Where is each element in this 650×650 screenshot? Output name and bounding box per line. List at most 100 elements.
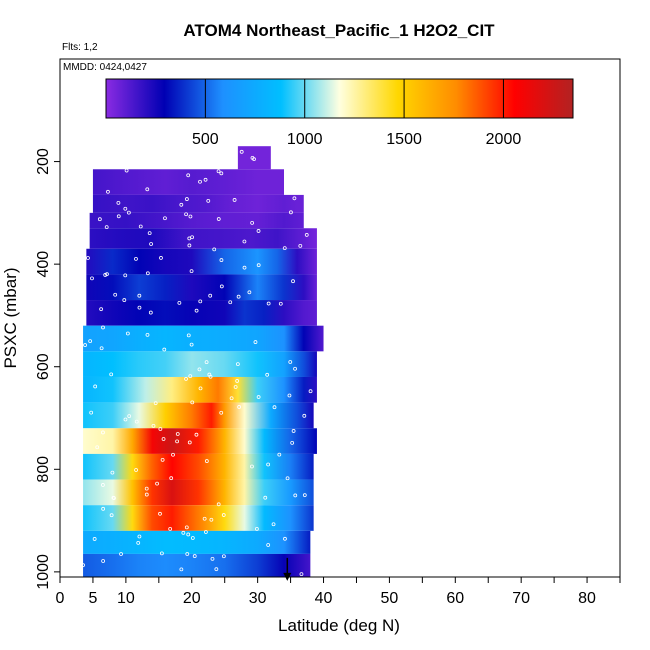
track-point: [101, 559, 106, 563]
heatmap-layer-band: [83, 351, 317, 377]
track-point: [181, 530, 186, 535]
track-point: [202, 516, 207, 521]
flights-label: Flts: 1,2: [62, 42, 98, 53]
heatmap-layer-band: [86, 248, 317, 275]
track-point: [288, 360, 293, 364]
track-point: [145, 187, 150, 192]
dates-label: MMDD: 0424,0427: [63, 62, 147, 73]
track-point: [204, 360, 209, 365]
track-point: [198, 386, 203, 391]
track-point: [277, 452, 282, 457]
track-point: [221, 513, 226, 517]
x-tick-label: 80: [578, 590, 596, 607]
x-tick-label: 70: [512, 590, 530, 607]
track-point: [134, 468, 138, 472]
track-point: [88, 339, 93, 343]
track-point: [105, 272, 109, 277]
track-point: [233, 385, 238, 389]
track-point: [228, 300, 233, 305]
track-point: [188, 374, 193, 379]
track-point: [219, 258, 224, 262]
track-point: [293, 493, 298, 498]
track-point: [298, 243, 303, 248]
track-point: [144, 492, 149, 497]
track-point: [145, 333, 150, 337]
track-point: [171, 452, 175, 457]
track-point: [266, 462, 271, 467]
track-point: [242, 265, 247, 270]
track-point: [147, 231, 152, 236]
track-point: [179, 567, 184, 572]
track-point: [101, 483, 105, 487]
track-point: [242, 239, 247, 244]
y-tick-label: 200: [35, 148, 52, 175]
track-point: [285, 476, 290, 481]
track-point: [113, 292, 118, 297]
track-point: [86, 256, 90, 260]
track-point: [162, 347, 167, 352]
track-point: [216, 217, 221, 221]
track-point: [137, 534, 142, 539]
colorbar-ticks: 500 1000 1500 2000: [192, 79, 521, 148]
track-point: [272, 405, 277, 410]
track-point: [110, 470, 115, 475]
track-point: [250, 155, 255, 160]
colorbar-tick-label: 500: [192, 131, 219, 148]
track-point: [302, 493, 307, 498]
track-point: [266, 301, 271, 306]
track-point: [90, 276, 94, 281]
track-point: [186, 173, 191, 178]
track-point: [89, 410, 94, 415]
track-point: [203, 530, 208, 534]
track-point: [292, 196, 297, 201]
track-point: [123, 206, 128, 211]
track-point: [175, 439, 179, 444]
track-point: [106, 189, 110, 194]
track-point: [145, 271, 150, 276]
y-axis-label: PSXC (mbar): [1, 267, 20, 368]
track-point: [119, 552, 123, 556]
track-point: [194, 432, 199, 437]
track-point: [271, 522, 276, 527]
track-point: [134, 256, 138, 261]
track-point: [126, 210, 131, 215]
x-tick-label: 10: [117, 590, 135, 607]
track-point: [250, 464, 254, 469]
track-point: [236, 294, 241, 299]
x-tick-label: 20: [183, 590, 201, 607]
x-tick-label: 0: [56, 590, 65, 607]
track-point: [101, 506, 106, 511]
track-point: [144, 486, 149, 491]
track-point: [256, 395, 261, 399]
track-point: [99, 307, 104, 312]
track-point: [161, 437, 166, 441]
track-point: [101, 430, 105, 435]
track-point: [158, 427, 163, 431]
track-point: [219, 284, 224, 289]
track-point: [127, 414, 132, 419]
track-point: [293, 366, 297, 371]
colorbar: [105, 78, 574, 119]
track-point: [235, 379, 240, 383]
track-point: [125, 331, 130, 336]
track-point: [153, 401, 158, 406]
y-tick-label: 400: [35, 251, 52, 278]
track-point: [210, 556, 215, 561]
heatmap-layer-band: [86, 274, 317, 301]
track-point: [290, 440, 295, 445]
y-tick-label: 600: [35, 353, 52, 380]
track-point: [239, 149, 244, 154]
track-point: [208, 293, 213, 298]
track-point: [97, 217, 102, 222]
track-point: [184, 197, 189, 201]
track-point: [185, 552, 190, 556]
track-point: [160, 457, 165, 462]
colorbar-tick-label: 1500: [386, 131, 422, 148]
track-point: [111, 495, 116, 500]
track-point: [116, 214, 121, 219]
track-point: [186, 333, 191, 338]
track-point: [189, 342, 194, 347]
track-point: [184, 377, 188, 381]
heatmap-layer-band: [92, 194, 304, 213]
